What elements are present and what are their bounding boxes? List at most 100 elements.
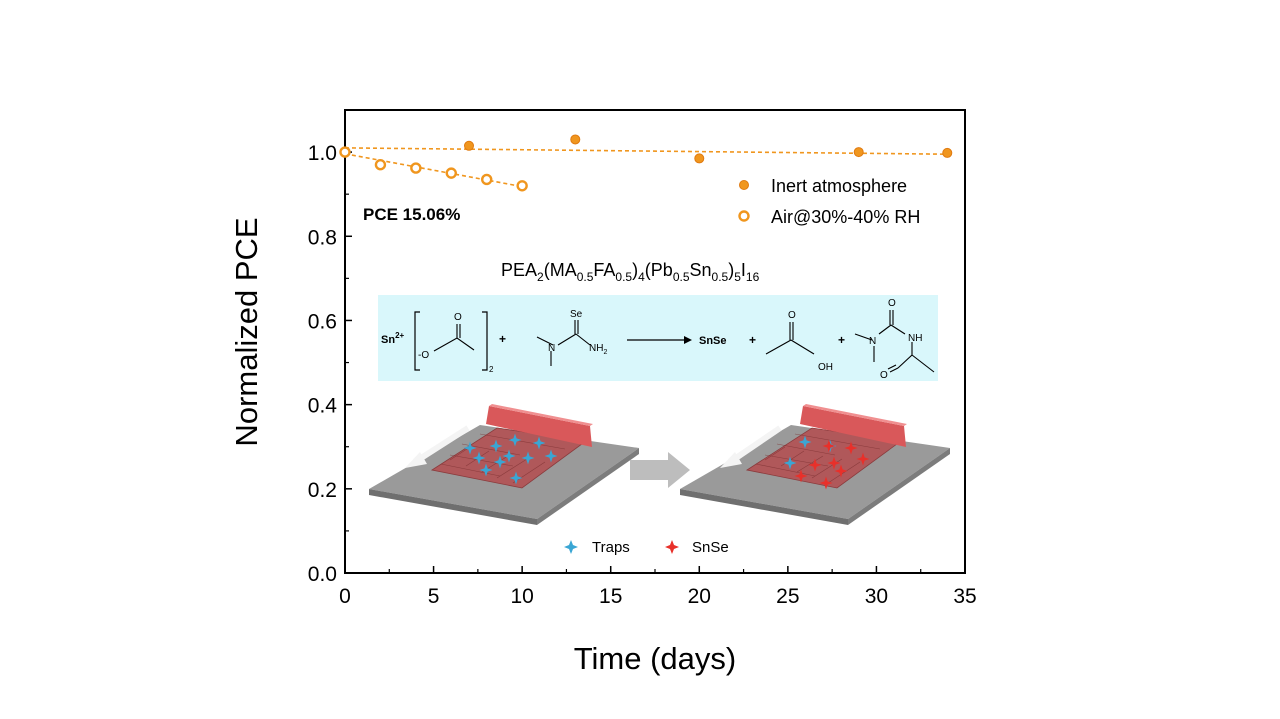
coating-direction-arrow-right (731, 425, 782, 463)
x-tick-label: 35 (953, 585, 976, 608)
blade-right (800, 406, 906, 447)
snse-marker (819, 476, 833, 490)
snse-marker (834, 464, 848, 478)
substrate-left-side (537, 448, 639, 525)
snse-marker (808, 458, 822, 472)
snse-product: SnSe (699, 335, 727, 347)
urea-bonds (854, 310, 935, 373)
fit-lines (344, 147, 948, 188)
traps-legend-icon (564, 540, 578, 554)
x-tick-label: 20 (688, 585, 711, 608)
snse-legend-label: SnSe (692, 539, 729, 556)
data-point-series-1 (481, 173, 493, 186)
schematic-legend: Traps SnSe (564, 539, 729, 556)
blade-right-top (803, 404, 907, 426)
traps-legend-label: Traps (592, 539, 630, 556)
fit-line-series-1 (344, 152, 523, 188)
data-point-series-0 (942, 147, 953, 158)
acid-oh-label: OH (818, 362, 833, 373)
acetate-o-top: O (454, 312, 462, 323)
substrate-right-edge (680, 489, 848, 525)
y-axis-ticks: 0.0 0.2 0.4 0.6 0.8 1.0 (308, 109, 352, 586)
y-tick-label: 1.0 (308, 142, 337, 165)
data-point-series-1 (445, 167, 457, 179)
amide-o-label: O (880, 370, 888, 381)
data-points (339, 134, 953, 192)
x-tick-label: 5 (428, 585, 440, 608)
acid-bonds (765, 322, 815, 355)
trap-marker (798, 435, 812, 449)
coating-arrowhead-right (720, 452, 742, 468)
legend-marker-inert (739, 180, 749, 190)
snse-marker (856, 452, 870, 466)
se-label: Se (570, 309, 583, 320)
snse-legend-icon (665, 540, 679, 554)
right-bracket (482, 311, 488, 371)
x-tick-label: 15 (599, 585, 622, 608)
left-bracket (414, 311, 420, 371)
film-schematic-after (680, 404, 950, 525)
grain-texture-right (755, 433, 881, 484)
trap-marker (479, 463, 493, 477)
data-point-series-0 (694, 153, 705, 164)
data-point-series-1 (374, 159, 387, 171)
urea-nh-label: NH (908, 333, 922, 344)
legend-marker-air (738, 210, 750, 222)
trap-marker (783, 456, 797, 470)
substrate-left-edge (369, 489, 537, 525)
data-point-series-1 (516, 180, 528, 192)
y-tick-label: 0.6 (308, 310, 337, 333)
trap-marker (544, 449, 558, 463)
legend-label-inert: Inert atmosphere (771, 176, 907, 196)
fit-line-series-0 (344, 147, 948, 155)
plus-sign-2: + (749, 333, 756, 347)
data-point-series-1 (339, 146, 351, 158)
trap-marker (509, 471, 523, 485)
trap-marker (489, 439, 503, 453)
reaction-scheme: Sn2+ 2 -O O + Se N NH2 SnSe + O OH + O N… (378, 295, 938, 381)
x-tick-label: 30 (865, 585, 888, 608)
film-schematic-before (369, 404, 639, 525)
y-tick-label: 0.8 (308, 226, 337, 249)
trap-marker (472, 451, 486, 465)
nh2-label: NH2 (589, 343, 607, 356)
n-label: N (548, 343, 555, 354)
defect-markers (463, 433, 870, 490)
x-tick-label: 10 (510, 585, 533, 608)
reaction-arrowhead (684, 336, 692, 344)
y-axis-title: Normalized PCE (229, 217, 264, 446)
blade-left (486, 406, 592, 447)
transition-arrow (630, 452, 690, 488)
perovskite-formula: PEA2(MA0.5FA0.5)4(Pb0.5Sn0.5)5I16 (501, 260, 760, 284)
x-axis-title: Time (days) (574, 641, 736, 676)
urea-n-label: N (869, 336, 876, 347)
x-tick-label: 25 (776, 585, 799, 608)
acetate-o-minus: -O (418, 350, 429, 361)
data-point-series-0 (570, 134, 581, 145)
legend: Inert atmosphere Air@30%-40% RH (738, 176, 920, 227)
x-axis-ticks: 0 5 10 15 20 25 30 35 (339, 566, 977, 608)
x-tick-label: 0 (339, 585, 351, 608)
legend-label-air: Air@30%-40% RH (771, 207, 920, 227)
plus-sign-1: + (499, 332, 506, 346)
selenourea-bonds (536, 320, 591, 366)
snse-marker (844, 441, 858, 455)
trap-marker (532, 436, 546, 450)
y-tick-label: 0.0 (308, 563, 337, 586)
y-tick-label: 0.2 (308, 479, 337, 502)
snse-marker (794, 469, 808, 483)
coating-arrowhead-left (405, 452, 427, 468)
trap-marker (463, 441, 477, 455)
snse-marker (827, 456, 841, 470)
sn-ion-label: Sn2+ (381, 331, 405, 346)
snse-marker (822, 439, 836, 453)
trap-marker (508, 433, 522, 447)
reaction-box (378, 295, 938, 381)
y-tick-label: 0.4 (308, 395, 338, 418)
acid-o-label: O (788, 310, 796, 321)
acetate-bonds (433, 324, 475, 352)
coating-direction-arrow-left (416, 425, 470, 463)
plus-sign-3: + (838, 333, 845, 347)
urea-o-label: O (888, 298, 896, 309)
